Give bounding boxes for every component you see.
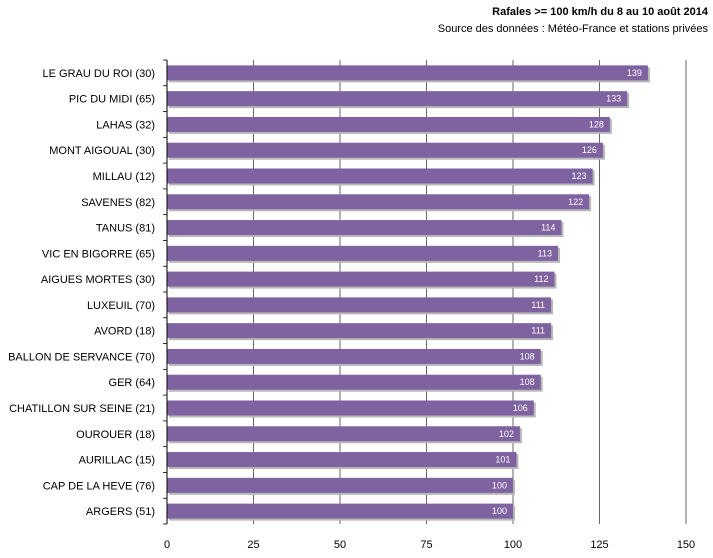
category-label: LAHAS (32) <box>96 119 155 131</box>
category-label: TANUS (81) <box>96 223 155 235</box>
bar-value-label: 133 <box>606 94 621 104</box>
bar <box>167 168 593 184</box>
category-label: MONT AIGOUAL (30) <box>49 145 155 157</box>
bar <box>167 297 552 313</box>
bar-value-label: 108 <box>520 351 535 361</box>
bar-value-label: 111 <box>531 300 545 310</box>
category-label: AURILLAC (15) <box>79 455 155 467</box>
bar-value-label: 123 <box>572 171 587 181</box>
x-tick-labels: 0 25 50 75 100 125 150 <box>164 539 695 551</box>
category-label: LUXEUIL (70) <box>87 300 155 312</box>
bar-value-label: 128 <box>589 119 604 129</box>
category-label: BALLON DE SERVANCE (70) <box>8 351 155 363</box>
gridlines <box>253 60 687 524</box>
x-tick-label: 100 <box>504 539 522 551</box>
bar-value-label: 106 <box>513 403 528 413</box>
bar-value-label: 101 <box>495 455 510 465</box>
bar-value-label: 100 <box>492 506 507 516</box>
category-label: AIGUES MORTES (30) <box>41 274 155 286</box>
bar <box>167 91 628 107</box>
category-label: MILLAU (12) <box>93 171 155 183</box>
x-tick-label: 25 <box>247 539 259 551</box>
bar-value-label: 139 <box>627 68 642 78</box>
bar-value-label: 113 <box>538 248 552 258</box>
bar-value-label: 112 <box>534 274 548 284</box>
category-label: AVORD (18) <box>94 326 155 338</box>
category-label: CHATILLON SUR SEINE (21) <box>9 403 155 415</box>
x-tick-label: 75 <box>420 539 432 551</box>
bars: 139 133 128 126 123 122 114 113 112 111 111 108 108 1… <box>167 65 650 521</box>
bar-value-label: 102 <box>499 429 514 439</box>
x-tick-label: 0 <box>164 539 170 551</box>
chart-subtitle: Source des données : Météo-France et sta… <box>438 23 709 35</box>
bar <box>167 374 541 390</box>
bar-value-label: 108 <box>520 377 535 387</box>
category-label: GER (64) <box>109 377 155 389</box>
bar-value-label: 111 <box>531 326 545 336</box>
bar-value-label: 122 <box>568 197 583 207</box>
bar <box>167 142 603 158</box>
bar-value-label: 126 <box>582 145 597 155</box>
bar <box>167 477 513 493</box>
bar <box>167 452 517 468</box>
bar <box>167 400 534 416</box>
bar <box>167 323 552 339</box>
bar <box>167 348 541 364</box>
chart-title: Rafales >= 100 km/h du 8 au 10 août 2014 <box>492 6 709 18</box>
category-label: PIC DU MIDI (65) <box>69 94 155 106</box>
x-tick-label: 125 <box>590 539 608 551</box>
category-label: SAVENES (82) <box>81 197 155 209</box>
bar <box>167 503 513 519</box>
bar <box>167 194 590 210</box>
category-label: ARGERS (51) <box>86 506 155 518</box>
bar <box>167 116 610 132</box>
bar-value-label: 114 <box>541 223 555 233</box>
category-label: CAP DE LA HEVE (76) <box>43 480 155 492</box>
category-label: VIC EN BIGORRE (65) <box>42 248 155 260</box>
bar <box>167 220 562 236</box>
x-tick-label: 150 <box>677 539 695 551</box>
category-label: LE GRAU DU ROI (30) <box>43 68 155 80</box>
bar <box>167 426 520 442</box>
bar <box>167 65 648 81</box>
category-label: OUROUER (18) <box>76 429 155 441</box>
bar <box>167 271 555 287</box>
category-labels: LE GRAU DU ROI (30) PIC DU MIDI (65) LAHAS… <box>8 59 167 525</box>
x-tick-label: 50 <box>334 539 346 551</box>
bar-value-label: 100 <box>492 480 507 490</box>
bar <box>167 245 558 261</box>
